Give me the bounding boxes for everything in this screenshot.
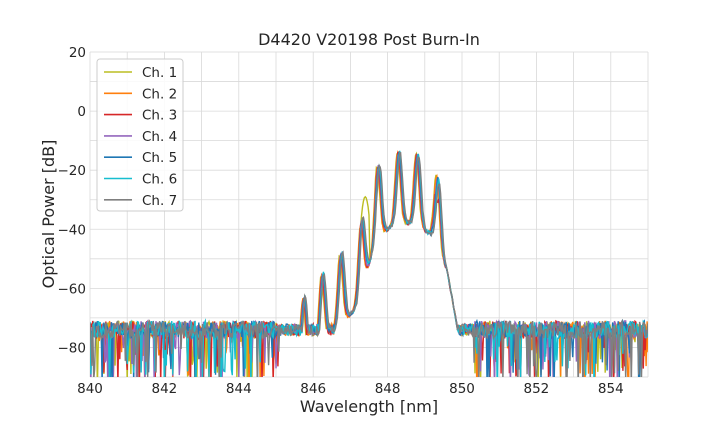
- y-tick-label: −40: [58, 222, 87, 238]
- x-axis-label: Wavelength [nm]: [300, 397, 438, 416]
- y-axis-label: Optical Power [dB]: [39, 140, 58, 289]
- y-tick-label: 20: [69, 45, 86, 61]
- x-tick-label: 848: [375, 381, 401, 397]
- x-tick-label: 852: [524, 381, 550, 397]
- x-tick-label: 850: [449, 381, 475, 397]
- y-tick-labels: 20 0 −20 −40 −60 −80: [58, 45, 87, 356]
- legend-entry: Ch. 4: [142, 129, 177, 145]
- legend-entry: Ch. 7: [142, 193, 177, 209]
- x-tick-label: 844: [226, 381, 252, 397]
- series-lines: [90, 149, 648, 377]
- y-tick-label: −80: [58, 340, 87, 356]
- y-tick-label: −20: [58, 163, 87, 179]
- x-tick-labels: 840 842 844 846 848 850 852 854: [77, 381, 624, 397]
- x-tick-label: 842: [152, 381, 178, 397]
- legend-entry: Ch. 5: [142, 150, 177, 166]
- legend: Ch. 1 Ch. 2 Ch. 3 Ch. 4 Ch. 5 Ch. 6 Ch. 7: [96, 58, 184, 212]
- legend-entry: Ch. 2: [142, 86, 177, 102]
- chart-title: D4420 V20198 Post Burn-In: [258, 30, 480, 49]
- series-line-7: [90, 152, 648, 377]
- y-tick-label: −60: [58, 281, 87, 297]
- x-tick-label: 854: [598, 381, 624, 397]
- y-tick-label: 0: [77, 104, 86, 120]
- x-tick-label: 846: [300, 381, 326, 397]
- legend-entry: Ch. 6: [142, 172, 177, 188]
- x-tick-label: 840: [77, 381, 103, 397]
- legend-entry: Ch. 3: [142, 108, 177, 124]
- legend-frame: [96, 58, 184, 212]
- legend-entry: Ch. 1: [142, 65, 177, 81]
